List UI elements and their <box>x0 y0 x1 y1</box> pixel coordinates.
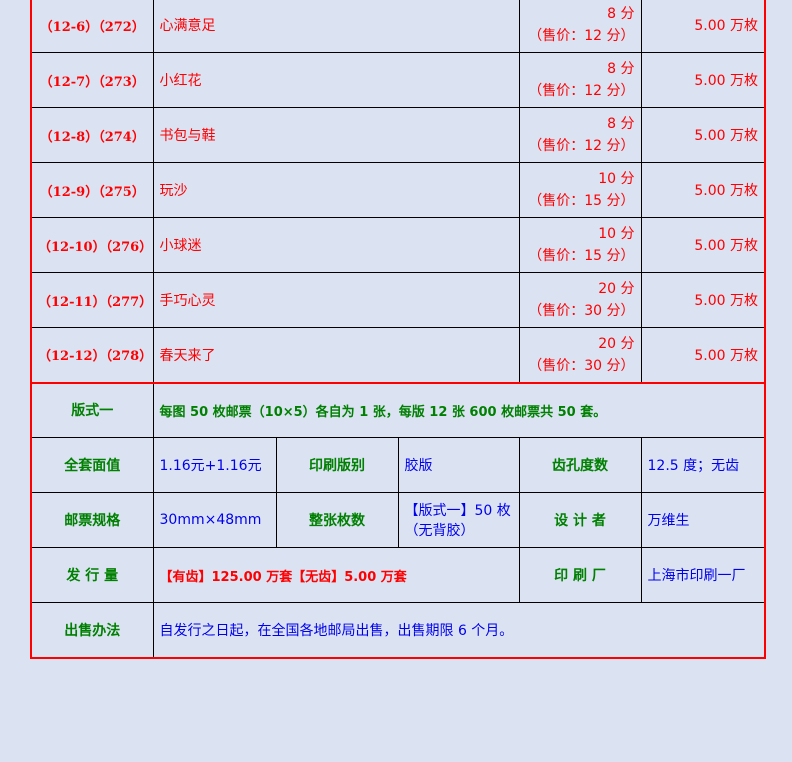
stamp-name: 小球迷 <box>152 217 520 273</box>
sale-price: （售价：12 分） <box>528 138 635 154</box>
sale-price: （售价：15 分） <box>528 248 635 264</box>
stamp-code: （12-10）（276） <box>30 217 154 273</box>
face-value: 20 分 <box>598 335 635 352</box>
size-value: 30mm×48mm <box>152 492 277 548</box>
size-label: 邮票规格 <box>30 492 154 548</box>
stamp-price: 10 分 （售价：15 分） <box>518 217 642 273</box>
stamp-code: （12-9）（275） <box>30 162 154 218</box>
sale-value: 自发行之日起，在全国各地邮局出售，出售期限 6 个月。 <box>152 602 766 659</box>
stamp-code: （12-8）（274） <box>30 107 154 163</box>
stamp-row: （12-9）（275） 玩沙 10 分 （售价：15 分） 5.00 万枚 <box>30 162 766 218</box>
format-row: 版式一 每图 50 枚邮票（10×5）各自为 1 张，每版 12 张 600 枚… <box>30 382 766 438</box>
face-value-row: 全套面值 1.16元+1.16元 印刷版别 胶版 齿孔度数 12.5 度；无齿 <box>30 437 766 493</box>
stamp-row: （12-8）（274） 书包与鞋 8 分 （售价：12 分） 5.00 万枚 <box>30 107 766 163</box>
stamp-price: 20 分 （售价：30 分） <box>518 272 642 328</box>
face-label: 全套面值 <box>30 437 154 493</box>
stamp-code: （12-11）（277） <box>30 272 154 328</box>
face-value: 8 分 <box>607 61 635 77</box>
sheet-value-line1: 【版式一】50 枚 <box>404 503 511 519</box>
stamp-name: 书包与鞋 <box>152 107 520 163</box>
issue-quantity: 5.00 万枚 <box>640 107 766 163</box>
sale-price: （售价：30 分） <box>528 357 635 374</box>
stamp-code: （12-7）（273） <box>30 52 154 108</box>
sale-label: 出售办法 <box>30 602 154 659</box>
sale-price: （售价：12 分） <box>528 28 635 44</box>
stamp-row: （12-10）（276） 小球迷 10 分 （售价：15 分） 5.00 万枚 <box>30 217 766 273</box>
face-value: 20 分 <box>598 281 635 297</box>
issue-row: 发 行 量 【有齿】125.00 万套【无齿】5.00 万套 印 刷 厂 上海市… <box>30 547 766 603</box>
issue-quantity: 5.00 万枚 <box>640 0 766 53</box>
format-value: 每图 50 枚邮票（10×5）各自为 1 张，每版 12 张 600 枚邮票共 … <box>152 382 766 438</box>
stamp-row: （12-12）（278） 春天来了 20 分 （售价：30 分） 5.00 万枚 <box>30 327 766 384</box>
face-value: 10 分 <box>598 226 635 242</box>
face-value: 1.16元+1.16元 <box>152 437 277 493</box>
stamp-row: （12-11）（277） 手巧心灵 20 分 （售价：30 分） 5.00 万枚 <box>30 272 766 328</box>
print-type-value: 胶版 <box>397 437 520 493</box>
sale-row: 出售办法 自发行之日起，在全国各地邮局出售，出售期限 6 个月。 <box>30 602 766 659</box>
size-row: 邮票规格 30mm×48mm 整张枚数 【版式一】50 枚 （无背胶） 设 计 者… <box>30 492 766 548</box>
stamp-price: 20 分 （售价：30 分） <box>518 327 642 384</box>
stamp-name: 小红花 <box>152 52 520 108</box>
issue-quantity: 5.00 万枚 <box>640 327 766 384</box>
sale-price: （售价：30 分） <box>528 303 635 319</box>
face-value: 10 分 <box>598 171 635 187</box>
designer-label: 设 计 者 <box>518 492 642 548</box>
issue-value: 【有齿】125.00 万套【无齿】5.00 万套 <box>152 547 520 603</box>
printer-value: 上海市印刷一厂 <box>640 547 766 603</box>
issue-quantity: 5.00 万枚 <box>640 162 766 218</box>
printer-label: 印 刷 厂 <box>518 547 642 603</box>
sale-price: （售价：12 分） <box>528 83 635 99</box>
perf-value: 12.5 度；无齿 <box>640 437 766 493</box>
issue-quantity: 5.00 万枚 <box>640 272 766 328</box>
sale-price: （售价：15 分） <box>528 193 635 209</box>
stamp-price: 8 分 （售价：12 分） <box>518 107 642 163</box>
stamp-name: 手巧心灵 <box>152 272 520 328</box>
stamp-price: 10 分 （售价：15 分） <box>518 162 642 218</box>
stamp-name: 玩沙 <box>152 162 520 218</box>
sheet-value-line2: （无背胶） <box>404 523 475 539</box>
designer-value: 万维生 <box>640 492 766 548</box>
stamp-row: （12-7）（273） 小红花 8 分 （售价：12 分） 5.00 万枚 <box>30 52 766 108</box>
sheet-value: 【版式一】50 枚 （无背胶） <box>397 492 520 548</box>
issue-label: 发 行 量 <box>30 547 154 603</box>
perf-label: 齿孔度数 <box>518 437 642 493</box>
issue-quantity: 5.00 万枚 <box>640 217 766 273</box>
stamp-info-table: （12-6）（272） 心满意足 8 分（售价：12 分） 5.00 万枚 （12… <box>30 0 766 659</box>
issue-quantity: 5.00 万枚 <box>640 52 766 108</box>
face-value: 8 分 <box>607 6 635 22</box>
stamp-price: 8 分 （售价：12 分） <box>518 0 642 53</box>
stamp-code: （12-6）（272） <box>30 0 154 53</box>
stamp-name: 春天来了 <box>152 327 520 384</box>
stamp-code: （12-12）（278） <box>30 327 154 384</box>
stamp-row: （12-6）（272） 心满意足 8 分 （售价：12 分） 5.00 万枚 <box>30 0 766 53</box>
format-label: 版式一 <box>30 382 154 438</box>
sheet-label: 整张枚数 <box>275 492 399 548</box>
stamp-price: 8 分 （售价：12 分） <box>518 52 642 108</box>
face-value: 8 分 <box>607 116 635 132</box>
stamp-name: 心满意足 <box>152 0 520 53</box>
print-type-label: 印刷版别 <box>275 437 399 493</box>
